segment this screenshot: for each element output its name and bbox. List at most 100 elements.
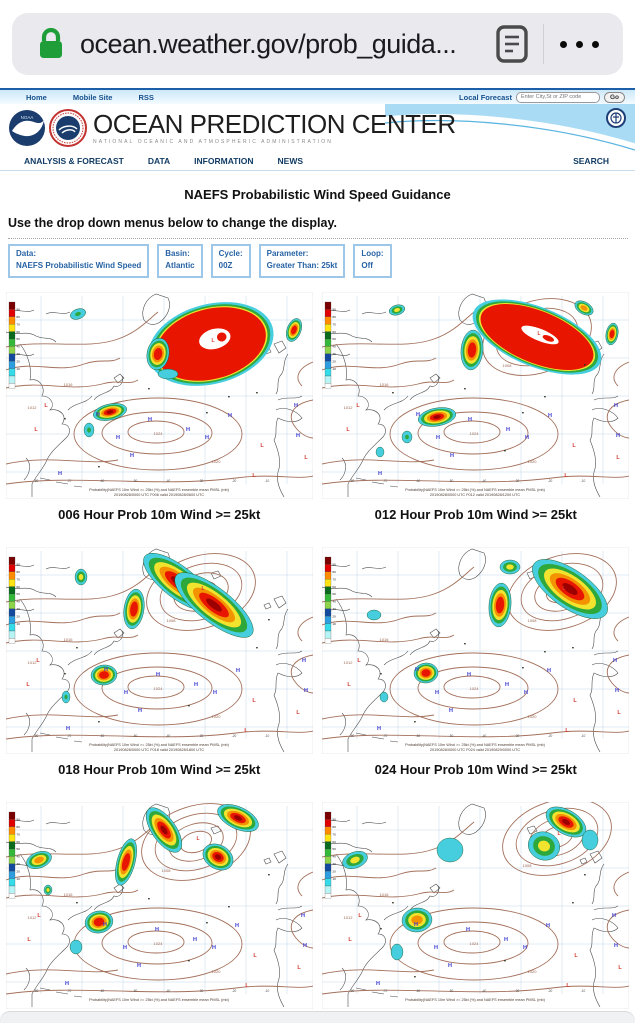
reader-view-icon[interactable] <box>495 23 529 65</box>
map-fineprint: Probability(NAEFS 10m Wind >= 25kt (%) a… <box>89 743 229 752</box>
svg-text:L: L <box>34 427 38 433</box>
svg-text:Probability(NAEFS 10m Wind >=: Probability(NAEFS 10m Wind >= 25kt (%) a… <box>89 743 229 747</box>
svg-text:H: H <box>96 412 100 418</box>
svg-text:1016: 1016 <box>380 892 390 897</box>
longitude-labels: -80 -70 -60 -50 -40 -30 -20 -10 <box>33 734 269 738</box>
longitude-labels: -80 -70 -60 -50 -40 -30 -20 -10 <box>33 479 269 483</box>
wind-map-image-012[interactable]: 10241020101610121008HHHHHHHHHHLLLLLL-80-… <box>322 291 630 499</box>
wind-map-image-036[interactable]: 10241020101610121008HHHHHHHHHHLLLLLL-80-… <box>322 801 630 1009</box>
svg-text:L: L <box>245 983 249 989</box>
svg-text:50: 50 <box>333 847 337 851</box>
svg-text:L: L <box>566 728 570 734</box>
map-caption: 024 Hour Prob 10m Wind >= 25kt <box>374 761 577 777</box>
topbar-link-rss[interactable]: RSS <box>138 92 154 102</box>
svg-text:H: H <box>613 658 617 664</box>
svg-text:H: H <box>302 658 306 664</box>
isobar-labels: 1024 1020 1016 1012 1008 <box>344 618 538 719</box>
parameter-dropdown[interactable]: Parameter: Greater Than: 25kt <box>258 244 346 278</box>
svg-text:-30: -30 <box>515 734 520 738</box>
svg-text:80: 80 <box>333 315 337 319</box>
svg-text:L: L <box>617 455 621 461</box>
svg-text:1008: 1008 <box>161 868 171 873</box>
svg-text:H: H <box>436 435 440 441</box>
svg-text:-70: -70 <box>66 734 71 738</box>
svg-text:L: L <box>26 682 30 688</box>
svg-text:H: H <box>524 690 528 696</box>
dropdown-value: Greater Than: 25kt <box>266 261 338 271</box>
nav-news[interactable]: NEWS <box>277 155 304 166</box>
wind-map-image-006[interactable]: 10241020101610121008HHHHHHHHHHLLLLLL-80-… <box>5 291 313 499</box>
go-button[interactable]: Go <box>603 91 625 103</box>
longitude-labels: -80 -70 -60 -50 -40 -30 -20 -10 <box>350 479 586 483</box>
svg-text:-10: -10 <box>581 989 586 993</box>
probability-colorbar: 90 80 70 60 50 40 30 20 10 <box>8 811 20 899</box>
svg-text:1020: 1020 <box>528 969 538 974</box>
svg-text:H: H <box>450 453 454 459</box>
svg-text:1020: 1020 <box>211 969 221 974</box>
svg-text:L: L <box>574 698 578 704</box>
nav-search[interactable]: SEARCH <box>573 155 609 166</box>
svg-text:10: 10 <box>16 622 20 626</box>
basin-dropdown[interactable]: Basin: Atlantic <box>157 244 203 278</box>
site-header: NOAA OCEAN PREDICTION CENTER NATIONAL OC… <box>0 104 635 151</box>
svg-text:70: 70 <box>16 832 20 836</box>
svg-text:-60: -60 <box>99 479 104 483</box>
longitude-labels: -80 -70 -60 -50 -40 -30 -20 -10 <box>33 989 269 993</box>
coastlines <box>5 293 303 497</box>
browser-bottom-bar[interactable] <box>0 1012 635 1023</box>
svg-text:H: H <box>124 690 128 696</box>
svg-text:10: 10 <box>16 367 20 371</box>
nav-information[interactable]: INFORMATION <box>194 155 254 166</box>
svg-text:30: 30 <box>16 862 20 866</box>
svg-text:-50: -50 <box>132 479 137 483</box>
dropdown-label: Basin: <box>165 249 190 258</box>
wind-map-image-024[interactable]: 10241020101610121008HHHHHHHHHHLLLLLL-80-… <box>322 546 630 754</box>
url-text[interactable]: ocean.weather.gov/prob_guida... <box>80 28 457 59</box>
dropdown-value: Off <box>361 261 373 271</box>
loop-dropdown[interactable]: Loop: Off <box>353 244 392 278</box>
svg-text:90: 90 <box>16 562 20 566</box>
page-title: NAEFS Probabilistic Wind Speed Guidance <box>184 187 451 202</box>
svg-text:H: H <box>435 690 439 696</box>
svg-text:L: L <box>37 913 41 919</box>
svg-text:H: H <box>155 927 159 933</box>
svg-text:50: 50 <box>16 337 20 341</box>
cycle-dropdown[interactable]: Cycle: 00Z <box>210 244 251 278</box>
svg-text:1024: 1024 <box>153 686 163 691</box>
local-forecast-input[interactable] <box>515 91 600 103</box>
svg-text:30: 30 <box>16 607 20 611</box>
browser-menu-icon[interactable] <box>560 40 599 48</box>
svg-text:H: H <box>194 682 198 688</box>
svg-text:-30: -30 <box>515 479 520 483</box>
svg-text:-40: -40 <box>165 989 170 993</box>
svg-text:-50: -50 <box>132 734 137 738</box>
nav-data[interactable]: DATA <box>147 155 171 166</box>
svg-text:Probability(NAEFS 10m Wind >=: Probability(NAEFS 10m Wind >= 25kt (%) a… <box>405 998 545 1002</box>
svg-text:1008: 1008 <box>528 618 538 623</box>
svg-text:1012: 1012 <box>27 405 37 410</box>
svg-text:-20: -20 <box>231 989 236 993</box>
topbar-link-home[interactable]: Home <box>26 92 47 102</box>
wind-map-image-018[interactable]: 10241020101610121008HHHHHHHHHHLLLLLL-80-… <box>5 546 313 754</box>
dropdown-label: Cycle: <box>218 249 243 258</box>
svg-text:-80: -80 <box>350 734 355 738</box>
data-dropdown[interactable]: Data: NAEFS Probabilistic Wind Speed <box>8 244 150 278</box>
svg-text:H: H <box>466 927 470 933</box>
svg-text:-20: -20 <box>548 479 553 483</box>
svg-text:-30: -30 <box>515 989 520 993</box>
svg-text:H: H <box>614 943 618 949</box>
svg-text:L: L <box>196 836 199 842</box>
svg-text:-30: -30 <box>198 734 203 738</box>
probability-shading <box>342 806 599 978</box>
svg-text:L: L <box>349 937 353 943</box>
svg-text:1024: 1024 <box>470 941 480 946</box>
pressure-markers: H H H H H H H H H H L L L L L L <box>27 836 307 989</box>
topbar-link-mobile-site[interactable]: Mobile Site <box>72 92 113 102</box>
svg-text:H: H <box>448 963 452 969</box>
svg-text:20: 20 <box>16 869 20 873</box>
map-caption: 012 Hour Prob 10m Wind >= 25kt <box>374 506 577 522</box>
svg-text:1020: 1020 <box>528 459 538 464</box>
address-bar[interactable]: ocean.weather.gov/prob_guida... <box>12 13 623 75</box>
nav-analysis-forecast[interactable]: ANALYSIS & FORECAST <box>24 155 124 166</box>
wind-map-image-030[interactable]: 10241020101610121008HHHHHHHHHHLLLLLL-80-… <box>5 801 313 1009</box>
